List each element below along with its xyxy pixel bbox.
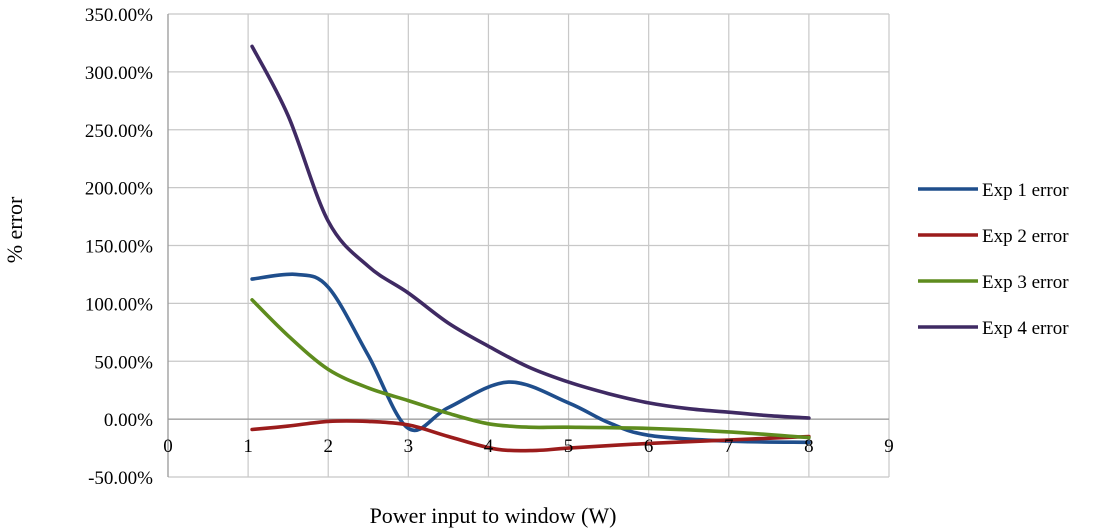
series-lines xyxy=(250,44,811,453)
y-tick-label: 200.00% xyxy=(85,179,153,200)
series-line-exp-3 xyxy=(250,298,811,440)
legend-label-exp-2: Exp 2 error xyxy=(982,226,1069,247)
y-tick-label: 0.00% xyxy=(104,410,153,431)
y-tick-label: 50.00% xyxy=(94,352,153,373)
x-tick-label: 8 xyxy=(804,436,814,457)
x-tick-label: 7 xyxy=(724,436,734,457)
x-tick-label: 1 xyxy=(243,436,253,457)
y-axis-title: % error xyxy=(2,196,27,263)
legend-label-exp-4: Exp 4 error xyxy=(982,318,1069,339)
x-tick-label: 0 xyxy=(163,436,173,457)
x-tick-label: 9 xyxy=(884,436,894,457)
x-tick-label: 2 xyxy=(323,436,333,457)
series-line-exp-1 xyxy=(250,272,811,445)
y-tick-label: -50.00% xyxy=(88,468,153,489)
y-tick-label: 300.00% xyxy=(85,63,153,84)
y-tick-label: 100.00% xyxy=(85,294,153,315)
gridlines xyxy=(168,13,890,478)
legend: Exp 1 error Exp 2 error Exp 3 error Exp 4 e… xyxy=(918,180,1069,339)
y-tick-label: 350.00% xyxy=(85,5,153,26)
series-line-exp-4 xyxy=(250,44,811,420)
x-tick-label: 5 xyxy=(564,436,574,457)
y-tick-label: 250.00% xyxy=(85,121,153,142)
x-tick-label: 6 xyxy=(644,436,654,457)
y-tick-label: 150.00% xyxy=(85,237,153,258)
x-tick-label: 4 xyxy=(484,436,494,457)
x-axis-title: Power input to window (W) xyxy=(370,503,617,528)
legend-label-exp-3: Exp 3 error xyxy=(982,272,1069,293)
axes xyxy=(167,14,889,477)
tick-labels: -50.00% 0.00% 50.00% 100.00% 150.00% 200.00% 2… xyxy=(85,5,894,489)
legend-label-exp-1: Exp 1 error xyxy=(982,180,1069,201)
x-tick-label: 3 xyxy=(404,436,414,457)
series-line-exp-2 xyxy=(250,419,811,453)
